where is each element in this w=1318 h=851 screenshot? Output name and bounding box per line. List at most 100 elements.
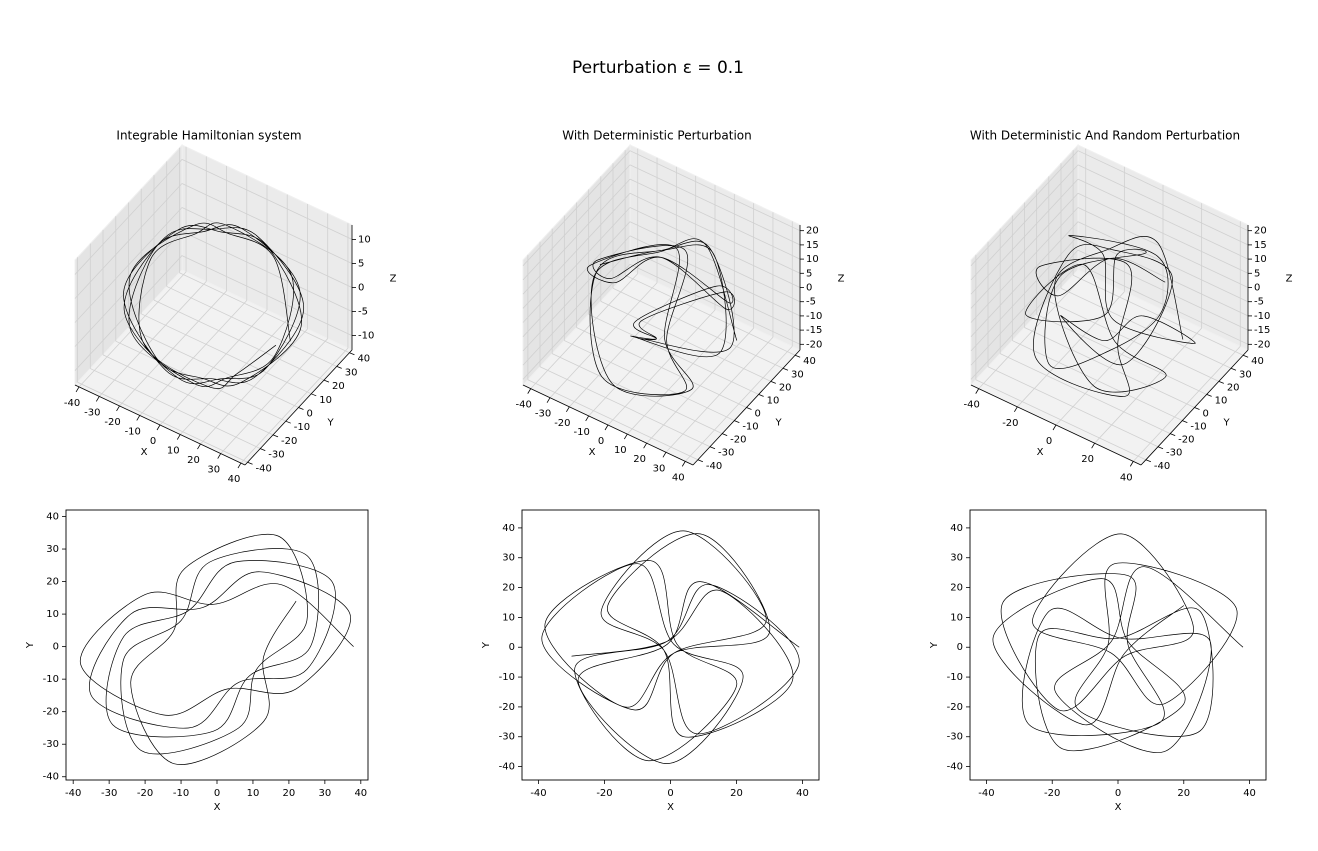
z-tick-label: -5 — [806, 297, 816, 308]
y-tick-label: 0 — [509, 642, 515, 653]
y-tick — [1194, 407, 1200, 410]
z-axis-label: Z — [838, 274, 845, 285]
z-grid-line — [522, 207, 631, 323]
y-axis-line — [692, 349, 801, 466]
z-grid-line — [629, 249, 801, 331]
z-grid-line — [970, 207, 1079, 323]
y-grid-line — [612, 287, 784, 369]
x-tick-label: -20 — [596, 788, 612, 799]
y-tick-label: 40 — [950, 523, 963, 534]
y-tick-label: 10 — [1215, 395, 1228, 406]
y-axis-label: Y — [481, 641, 492, 649]
z-tick-label: 5 — [1254, 268, 1260, 279]
z-grid-line — [629, 235, 801, 317]
y-tick-label: -10 — [294, 422, 310, 433]
z-grid-line — [1077, 164, 1249, 246]
y-tick — [1218, 380, 1224, 384]
y-tick-label: -20 — [281, 436, 297, 447]
z-grid-line — [970, 178, 1079, 295]
z-grid-line — [1077, 150, 1249, 232]
x-tick-label: 0 — [1046, 436, 1052, 447]
y-tick-label: 30 — [502, 553, 515, 564]
z-axis-label: Z — [1286, 274, 1293, 285]
z-tick-label: 0 — [358, 283, 364, 294]
y-tick-label: -20 — [43, 707, 59, 718]
figure-title: Perturbation ε = 0.1 — [572, 58, 744, 78]
x-tick-label: -20 — [1002, 418, 1018, 429]
y-axis-line — [1140, 349, 1249, 466]
y-grid-line — [1048, 301, 1219, 382]
x-tick-label: -20 — [137, 788, 153, 799]
x-tick-label: 40 — [1120, 472, 1133, 483]
z-grid-line — [970, 264, 1079, 380]
y-tick — [272, 434, 279, 438]
z-grid-line — [1077, 207, 1249, 288]
z-grid-line — [629, 150, 801, 232]
z-grid-line — [1077, 235, 1249, 317]
panel-title: Integrable Hamiltonian system — [116, 129, 301, 143]
y-tick-label: 40 — [46, 512, 59, 523]
z-grid-line — [970, 221, 1079, 337]
z-grid-line — [522, 178, 631, 295]
z-grid-line — [74, 207, 183, 323]
y-grid-line — [1060, 287, 1232, 369]
y-axis-label: Y — [25, 641, 36, 649]
x-tick — [662, 452, 667, 458]
x-tick — [176, 434, 181, 440]
y-tick — [697, 459, 704, 463]
y-grid-line — [179, 272, 350, 354]
z-grid-line — [1077, 221, 1249, 303]
panel-title: With Deterministic And Random Perturbati… — [970, 129, 1240, 143]
x-tick — [1091, 442, 1095, 449]
y-grid-line — [564, 340, 735, 421]
x-axis-line — [74, 384, 246, 466]
x-tick-label: -30 — [84, 407, 100, 418]
y-tick-label: -30 — [499, 732, 515, 743]
y-grid-line — [576, 327, 747, 408]
x-tick-label: -30 — [101, 788, 117, 799]
y-grid-line — [527, 379, 699, 461]
z-tick-label: -5 — [358, 307, 368, 318]
y-tick-label: 30 — [950, 553, 963, 564]
z-tick-label: 5 — [358, 258, 364, 269]
z-grid-line — [1077, 192, 1249, 274]
z-tick-label: -15 — [1254, 325, 1270, 336]
trajectory-3d — [123, 222, 305, 389]
x-tick — [136, 415, 141, 421]
trajectory-3d — [1025, 235, 1196, 397]
z-tick-label: -5 — [1254, 297, 1264, 308]
z-grid-line — [970, 150, 1079, 266]
x-tick — [585, 415, 590, 422]
z-tick-label: 20 — [806, 226, 819, 237]
z-tick-label: -15 — [806, 325, 822, 336]
y-tick — [1182, 420, 1188, 423]
y-grid-line — [539, 366, 711, 448]
x-tick-label: 20 — [187, 455, 200, 466]
x-tick — [566, 406, 570, 413]
y-tick — [734, 420, 740, 423]
z-grid-line — [522, 221, 631, 337]
y-grid-line — [102, 354, 274, 436]
x-tick-label: 20 — [1177, 788, 1190, 799]
z-grid-line — [629, 178, 801, 260]
y-tick-label: -20 — [730, 435, 746, 446]
x-tick-label: 0 — [150, 436, 156, 447]
x-tick-label: 20 — [283, 788, 296, 799]
y-tick-label: -30 — [43, 739, 59, 750]
z-grid-line — [181, 255, 353, 336]
y-tick-label: -30 — [268, 450, 284, 461]
y-tick-label: 40 — [1251, 356, 1264, 367]
x-tick-label: -20 — [104, 417, 120, 428]
x-axis-label: X — [141, 447, 148, 458]
x-axis-label: X — [1037, 447, 1044, 458]
x-axis-line — [970, 384, 1142, 466]
y-tick-label: -10 — [742, 422, 758, 433]
x-tick-label: 10 — [614, 445, 627, 456]
z-tick-label: 20 — [1254, 226, 1267, 237]
z-tick-label: 0 — [806, 283, 812, 294]
z-grid-line — [970, 164, 1079, 281]
y-tick-label: -40 — [499, 762, 515, 773]
z-grid-line — [181, 207, 353, 288]
y-grid-line — [166, 286, 337, 367]
x-tick-label: -40 — [65, 788, 81, 799]
